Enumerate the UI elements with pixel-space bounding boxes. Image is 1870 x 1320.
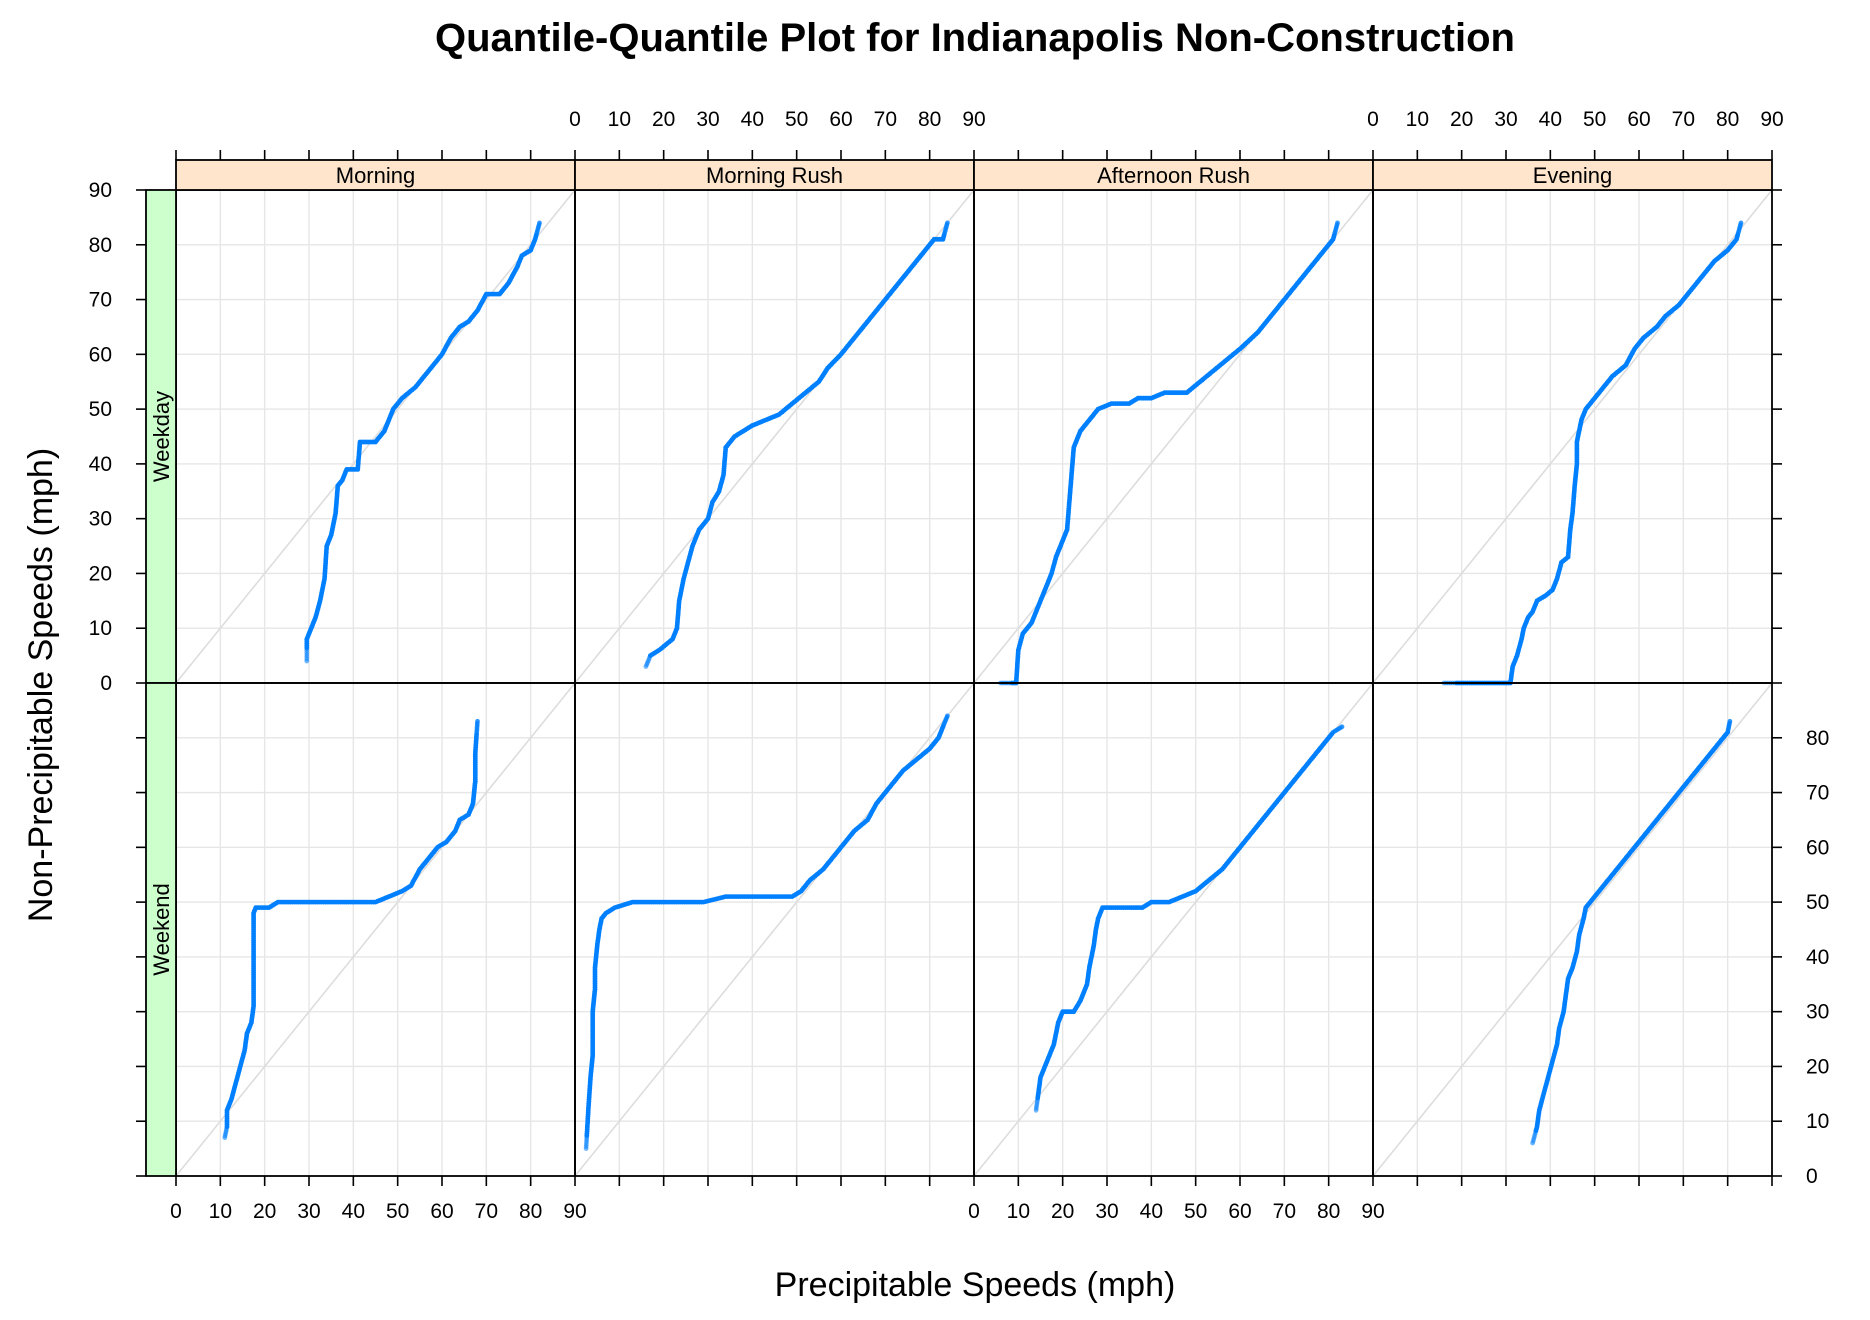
x-tick-label-top-morning-rush-10: 10 — [608, 108, 631, 131]
y-tick-label-right-weekend-10: 10 — [1806, 1110, 1829, 1133]
x-axis-title: Precipitable Speeds (mph) — [775, 1266, 1176, 1304]
point-weekend-morning-rush-321 — [945, 713, 950, 719]
strip-evening — [1372, 159, 1773, 191]
y-tick-label-left-weekday-40: 40 — [89, 453, 112, 476]
x-tick-label-top-morning-rush-50: 50 — [785, 108, 808, 131]
y-tick-label-left-weekday-60: 60 — [89, 343, 112, 366]
point-weekend-afternoon-rush-267 — [1339, 724, 1345, 730]
y-tick-label-right-weekend-80: 80 — [1806, 727, 1829, 750]
strip-label-afternoon-rush: Afternoon Rush — [1097, 163, 1250, 188]
point-weekday-morning-rush-272 — [945, 220, 950, 226]
x-tick-label-top-evening-40: 40 — [1539, 108, 1562, 131]
x-tick-label-top-evening-70: 70 — [1672, 108, 1695, 131]
y-tick-label-left-weekday-30: 30 — [89, 508, 112, 531]
strip-morning-rush — [574, 159, 975, 191]
y-tick-label-left-weekday-50: 50 — [89, 398, 112, 421]
strip-label-weekend: Weekend — [149, 883, 174, 976]
strip-label-weekday: Weekday — [149, 391, 174, 482]
x-tick-label-top-evening-30: 30 — [1494, 108, 1517, 131]
point-weekend-evening-234 — [1727, 718, 1733, 724]
x-tick-label-top-morning-rush-30: 30 — [696, 108, 719, 131]
x-tick-label-bottom-afternoon-rush-70: 70 — [1273, 1200, 1296, 1223]
x-tick-label-bottom-afternoon-rush-10: 10 — [1007, 1200, 1030, 1223]
strip-weekday — [145, 189, 177, 684]
x-tick-label-bottom-morning-0: 0 — [170, 1200, 182, 1223]
x-tick-label-top-evening-10: 10 — [1406, 108, 1429, 131]
panel-frames — [175, 189, 1773, 1177]
reference-line-weekend-morning — [175, 682, 576, 1177]
x-tick-label-bottom-afternoon-rush-80: 80 — [1317, 1200, 1340, 1223]
x-tick-label-top-morning-rush-70: 70 — [874, 108, 897, 131]
y-tick-label-right-weekend-50: 50 — [1806, 891, 1829, 914]
x-tick-label-bottom-morning-90: 90 — [563, 1200, 586, 1223]
x-tick-label-bottom-morning-60: 60 — [430, 1200, 453, 1223]
x-tick-label-bottom-morning-80: 80 — [519, 1200, 542, 1223]
x-tick-label-bottom-morning-70: 70 — [475, 1200, 498, 1223]
strip-afternoon-rush — [973, 159, 1374, 191]
y-tick-label-left-weekday-0: 0 — [100, 672, 112, 695]
x-tick-label-bottom-morning-20: 20 — [253, 1200, 276, 1223]
y-tick-label-left-weekday-80: 80 — [89, 234, 112, 257]
x-tick-label-bottom-afternoon-rush-50: 50 — [1184, 1200, 1207, 1223]
x-tick-label-top-evening-20: 20 — [1450, 108, 1473, 131]
x-tick-label-top-morning-rush-60: 60 — [829, 108, 852, 131]
y-tick-label-right-weekend-0: 0 — [1806, 1165, 1818, 1188]
x-tick-label-top-morning-rush-90: 90 — [962, 108, 985, 131]
x-tick-label-top-morning-rush-40: 40 — [741, 108, 764, 131]
x-tick-label-bottom-afternoon-rush-20: 20 — [1051, 1200, 1074, 1223]
y-tick-label-left-weekday-10: 10 — [89, 617, 112, 640]
x-tick-label-bottom-morning-10: 10 — [209, 1200, 232, 1223]
y-tick-label-left-weekday-70: 70 — [89, 289, 112, 312]
axis-ticks: 0 10 20 30 40 50 60 70 80 90 0 10 20 30 40 50 60 70 80 90 0 1… — [89, 108, 1830, 1223]
y-tick-label-right-weekend-70: 70 — [1806, 782, 1829, 805]
x-tick-label-bottom-afternoon-rush-90: 90 — [1361, 1200, 1384, 1223]
x-tick-label-top-morning-rush-0: 0 — [569, 108, 581, 131]
reference-line-weekend-evening — [1372, 682, 1773, 1177]
y-tick-label-left-weekday-90: 90 — [89, 179, 112, 202]
y-tick-label-right-weekend-60: 60 — [1806, 836, 1829, 859]
x-tick-label-bottom-afternoon-rush-30: 30 — [1095, 1200, 1118, 1223]
point-weekday-afternoon-rush-304 — [1335, 220, 1340, 226]
data-points — [222, 220, 1744, 1151]
y-tick-label-right-weekend-20: 20 — [1806, 1055, 1829, 1078]
x-tick-label-bottom-morning-50: 50 — [386, 1200, 409, 1223]
chart-title: Quantile-Quantile Plot for Indianapolis … — [435, 16, 1515, 60]
x-tick-label-bottom-afternoon-rush-40: 40 — [1140, 1200, 1163, 1223]
strip-label-morning-rush: Morning Rush — [706, 163, 843, 188]
reference-line-weekend-morning-rush — [574, 682, 975, 1177]
point-weekday-morning-262 — [537, 220, 542, 226]
x-tick-label-top-evening-80: 80 — [1716, 108, 1739, 131]
strip-morning — [175, 159, 576, 191]
strip-label-morning: Morning — [336, 163, 415, 188]
reference-line-weekday-morning — [175, 189, 576, 684]
y-tick-label-left-weekday-20: 20 — [89, 562, 112, 585]
x-tick-label-top-morning-rush-80: 80 — [918, 108, 941, 131]
grid-layer — [176, 190, 1772, 1176]
strip-labels: Morning Morning Rush Afternoon Rush Evening… — [145, 159, 1773, 1177]
point-weekday-evening-292 — [1738, 220, 1744, 226]
x-tick-label-bottom-afternoon-rush-60: 60 — [1228, 1200, 1251, 1223]
x-tick-label-bottom-morning-40: 40 — [342, 1200, 365, 1223]
strip-weekend — [145, 682, 177, 1177]
y-axis-title: Non-Precipitable Speeds (mph) — [22, 448, 60, 922]
x-tick-label-top-evening-0: 0 — [1367, 108, 1379, 131]
panel-frame-weekend-evening — [1372, 682, 1773, 1177]
x-tick-label-top-evening-60: 60 — [1627, 108, 1650, 131]
x-tick-label-top-evening-50: 50 — [1583, 108, 1606, 131]
x-tick-label-bottom-afternoon-rush-0: 0 — [968, 1200, 980, 1223]
y-tick-label-right-weekend-40: 40 — [1806, 946, 1829, 969]
x-tick-label-bottom-morning-30: 30 — [297, 1200, 320, 1223]
point-weekend-morning-282 — [475, 718, 480, 724]
y-tick-label-right-weekend-30: 30 — [1806, 1001, 1829, 1024]
x-tick-label-top-evening-90: 90 — [1760, 108, 1783, 131]
x-tick-label-top-morning-rush-20: 20 — [652, 108, 675, 131]
strip-label-evening: Evening — [1533, 163, 1613, 188]
